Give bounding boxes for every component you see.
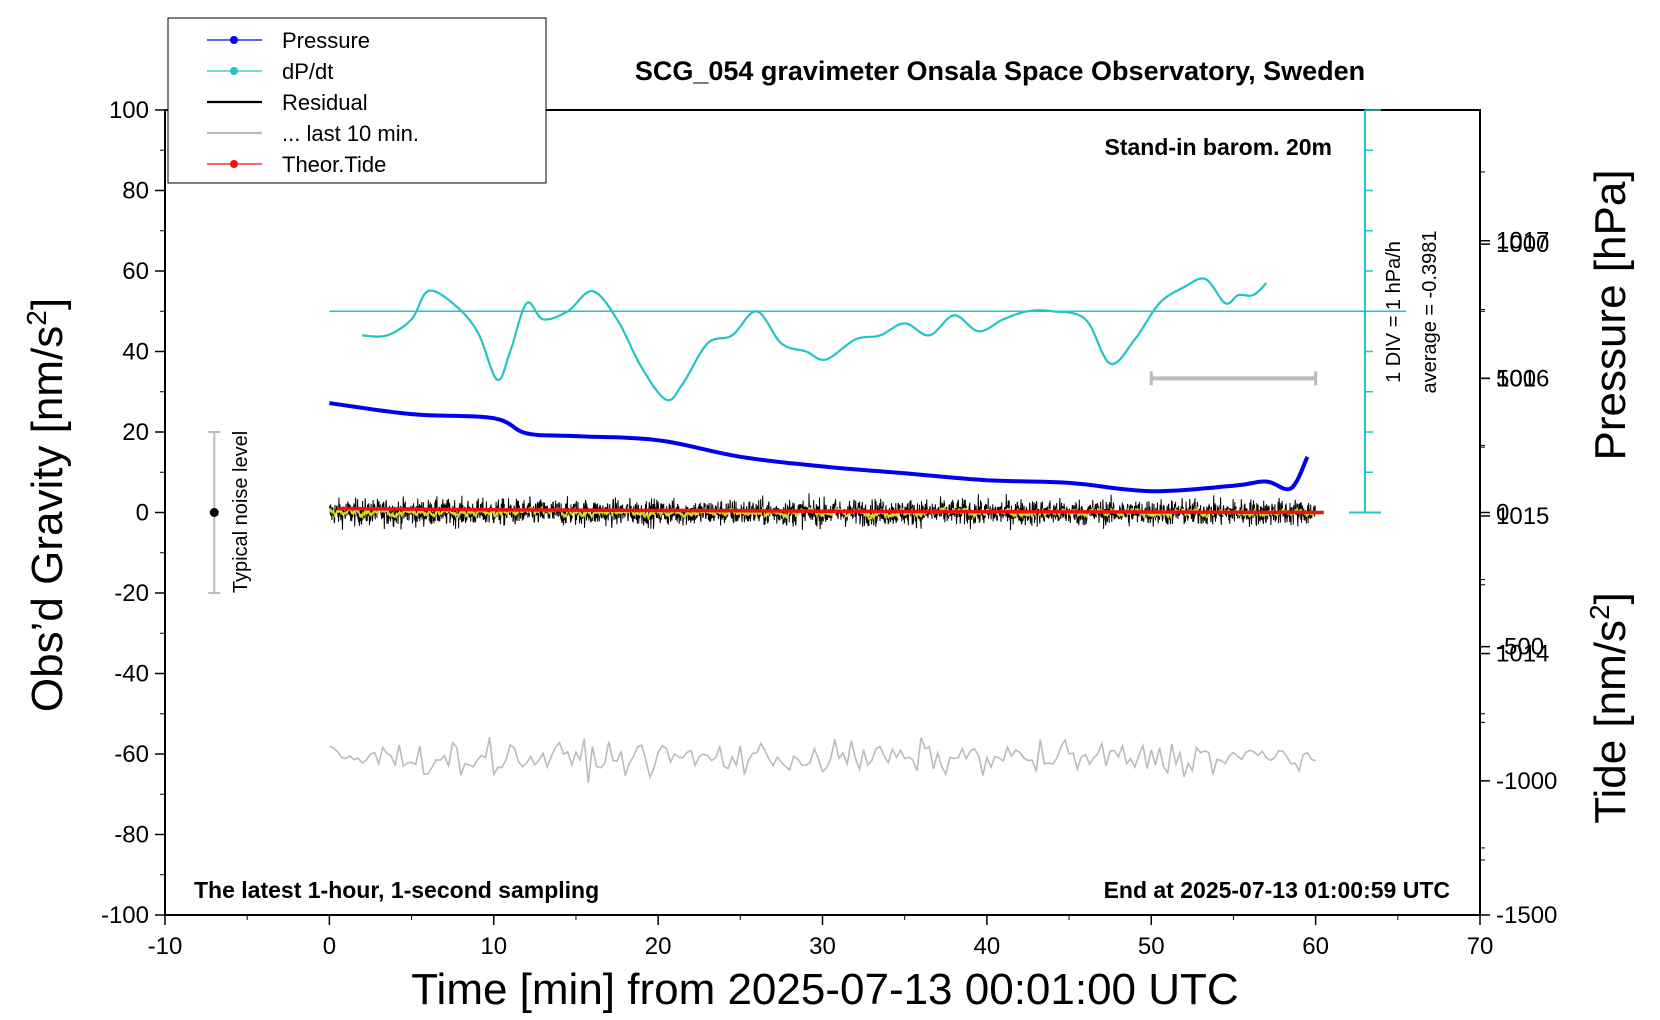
y-tick-label-pressure: 1016 [1496, 365, 1549, 392]
chart-title: SCG_054 gravimeter Onsala Space Observat… [635, 56, 1365, 86]
legend-label: Residual [282, 90, 368, 115]
bottom-right-note: End at 2025-07-13 01:00:59 UTC [1104, 877, 1450, 903]
tide-line [337, 506, 1324, 515]
y-axis-title-gravity-close: ] [23, 298, 72, 310]
x-tick-label: 50 [1138, 933, 1165, 960]
series-layer [328, 109, 1407, 784]
last10-line [329, 737, 1316, 784]
x-tick-label: 10 [480, 933, 507, 960]
x-tick-label: -10 [148, 933, 183, 960]
y-axis-title-gravity-text: Obs’d Gravity [nm/s [23, 326, 72, 712]
y-tick-label-tide: 1000 [1496, 231, 1549, 258]
legend-label: Theor.Tide [282, 152, 386, 177]
y-tick-label-tide: -1000 [1496, 768, 1557, 795]
axis-ticks: -10 0 10 20 30 40 50 60 70100806040200-20-40-60-… [101, 97, 1557, 960]
x-tick-label: 60 [1302, 933, 1329, 960]
y-axis-title-tide-text: Tide [nm/s [1586, 620, 1635, 824]
x-tick-label: 40 [974, 933, 1001, 960]
y-tick-label-gravity: 100 [109, 97, 149, 124]
average-note: average = -0.3981 [1419, 231, 1441, 394]
legend-marker [230, 36, 238, 44]
y-axis-title-gravity: Obs’d Gravity [nm/s2] [21, 298, 72, 712]
legend: Pressure dP/dt Residual ... last 10 min. The… [167, 17, 547, 184]
y-tick-label-gravity: -20 [114, 580, 149, 607]
x-tick-label: 0 [323, 933, 336, 960]
y-tick-label-pressure: 1015 [1496, 503, 1549, 530]
y-tick-label-gravity: -80 [114, 822, 149, 849]
legend-marker [230, 160, 238, 168]
y-tick-label-tide: 0 [1496, 500, 1509, 527]
y-tick-label-gravity: -60 [114, 741, 149, 768]
y-tick-label-tide: -1500 [1496, 902, 1557, 929]
y-tick-label-tide: -500 [1496, 634, 1544, 661]
x-tick-label: 70 [1467, 933, 1494, 960]
y-tick-label-gravity: 0 [136, 500, 149, 527]
div-note: 1 DIV = 1 hPa/h [1383, 241, 1405, 383]
x-tick-label: 30 [809, 933, 836, 960]
y-tick-label-gravity: -40 [114, 661, 149, 688]
legend-box [167, 17, 547, 184]
y-tick-label-gravity: 20 [122, 419, 149, 446]
x-axis-title: Time [min] from 2025-07-13 00:01:00 UTC [411, 965, 1238, 1014]
y-tick-label-gravity: -100 [101, 902, 149, 929]
standin-note: Stand-in barom. 20m [1105, 134, 1332, 160]
y-tick-label-pressure: 1014 [1496, 641, 1549, 668]
y-axis-title-tide-sup: 2 [1584, 604, 1615, 620]
y-tick-label-pressure: 1017 [1496, 228, 1549, 255]
y-axis-title-tide-close: ] [1586, 592, 1635, 604]
annotation-layer [208, 431, 221, 594]
legend-label: ... last 10 min. [282, 121, 419, 146]
legend-label: Pressure [282, 28, 370, 53]
pressure-line [329, 401, 1310, 494]
y-tick-label-gravity: 60 [122, 258, 149, 285]
x-tick-label: 20 [645, 933, 672, 960]
noise-bar-dot [209, 508, 219, 517]
y-axis-title-pressure: Pressure [hPa] [1586, 169, 1635, 460]
bottom-left-note: The latest 1-hour, 1-second sampling [194, 877, 599, 903]
y-tick-label-gravity: 80 [122, 178, 149, 205]
y-tick-label-tide: 500 [1496, 365, 1536, 392]
noise-note: Typical noise level [230, 431, 252, 593]
legend-marker [230, 67, 238, 75]
y-axis-title-tide: Tide [nm/s2] [1584, 592, 1635, 824]
y-axis-title-gravity-sup: 2 [21, 310, 52, 326]
y-tick-label-gravity: 40 [122, 339, 149, 366]
dpdt-line [362, 277, 1268, 402]
legend-label: dP/dt [282, 59, 333, 84]
residual-smooth-line [328, 505, 1316, 522]
